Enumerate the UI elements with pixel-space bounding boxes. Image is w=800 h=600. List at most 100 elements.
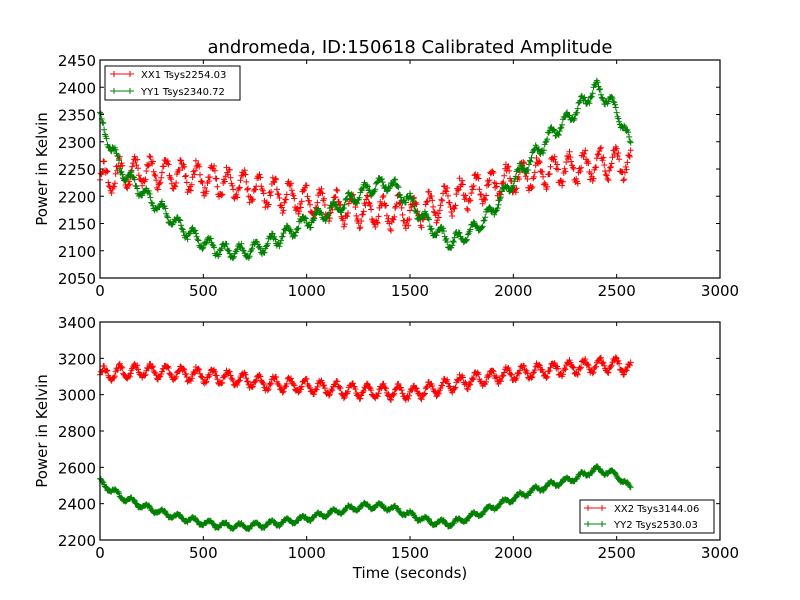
data-point-marker [581,150,588,157]
data-point-marker [459,181,466,188]
data-point-marker [226,247,232,254]
data-point-marker [227,174,234,181]
data-point-marker [510,182,517,189]
data-point-marker [360,208,367,215]
data-point-marker [623,166,630,173]
data-point-marker [611,151,618,158]
data-point-marker [528,185,535,192]
data-point-marker [501,172,508,179]
data-point-marker [297,217,304,224]
data-point-marker [612,101,618,108]
data-point-marker [196,366,203,373]
data-point-marker [294,225,301,232]
data-point-marker [412,384,419,391]
data-point-marker [475,175,482,182]
x-tick-label: 1500 [391,282,429,300]
data-point-marker [159,198,165,205]
data-point-marker [589,370,596,377]
data-point-marker [387,396,394,403]
data-point-marker [288,375,294,382]
data-point-marker [527,158,534,165]
data-point-marker [150,168,157,175]
data-point-marker [392,386,399,392]
data-point-marker [622,163,629,170]
data-point-marker [154,186,161,193]
data-point-marker [115,488,122,495]
data-point-marker [148,199,155,206]
data-point-marker [449,242,456,249]
data-point-marker [627,147,634,154]
data-point-marker [249,196,256,203]
data-point-marker [202,379,209,386]
data-point-marker [194,236,201,243]
data-point-marker [303,375,310,382]
data-point-marker [547,364,554,371]
data-point-marker [446,199,453,206]
data-point-marker [531,169,538,176]
data-point-marker [149,158,156,165]
data-point-marker [244,186,251,193]
data-point-marker [206,178,213,185]
data-point-marker [482,197,489,203]
data-point-marker [470,183,477,189]
data-point-marker [428,225,435,232]
data-point-marker [402,199,409,206]
data-point-marker [513,375,520,381]
data-point-marker [103,135,110,142]
data-point-marker [291,195,298,202]
data-point-marker [241,167,248,174]
data-point-marker [141,372,148,379]
data-point-marker [191,171,198,178]
top-legend: XX1 Tsys2254.03 YY1 Tsys2340.72 [104,65,241,101]
data-point-marker [340,395,347,402]
data-point-marker [306,197,313,204]
data-point-marker [104,168,111,175]
data-point-marker [234,194,241,201]
data-point-marker [615,115,622,122]
data-point-marker [221,178,228,185]
data-point-marker [612,354,619,361]
data-point-marker [405,395,412,402]
data-point-marker [600,154,607,161]
data-point-marker [557,125,564,132]
data-point-marker [524,176,531,182]
data-point-marker [406,392,413,399]
data-point-marker [283,380,290,387]
data-point-marker [333,186,340,193]
data-point-marker [192,157,199,164]
data-point-marker [459,374,466,381]
data-point-marker [536,361,542,368]
data-point-marker [627,359,634,366]
data-point-marker [555,365,561,372]
data-point-marker [145,187,152,194]
data-point-marker [364,193,371,200]
data-point-marker [390,392,397,399]
data-point-marker [421,391,428,398]
data-point-marker [464,236,470,243]
data-point-marker [464,205,470,212]
data-point-marker [135,172,142,179]
data-point-marker [259,187,266,194]
data-point-marker [249,383,256,390]
data-point-marker [238,240,245,247]
data-point-marker [379,179,386,186]
data-point-marker [326,392,332,399]
data-point-marker [219,379,226,386]
y-tick-label: 3200 [58,350,96,368]
data-point-marker [223,241,230,247]
data-point-marker [452,384,459,391]
data-point-marker [119,364,126,371]
data-point-marker [359,211,366,218]
data-point-marker [243,178,250,185]
data-point-marker [104,367,111,374]
data-point-marker [127,370,134,377]
data-point-marker [605,369,612,376]
data-point-marker [450,239,457,245]
data-point-marker [525,167,532,173]
data-point-marker [307,201,313,208]
data-point-marker [318,210,325,217]
data-point-marker [177,157,184,164]
data-point-marker [165,161,172,168]
data-point-marker [523,367,530,374]
data-point-marker [601,362,608,369]
